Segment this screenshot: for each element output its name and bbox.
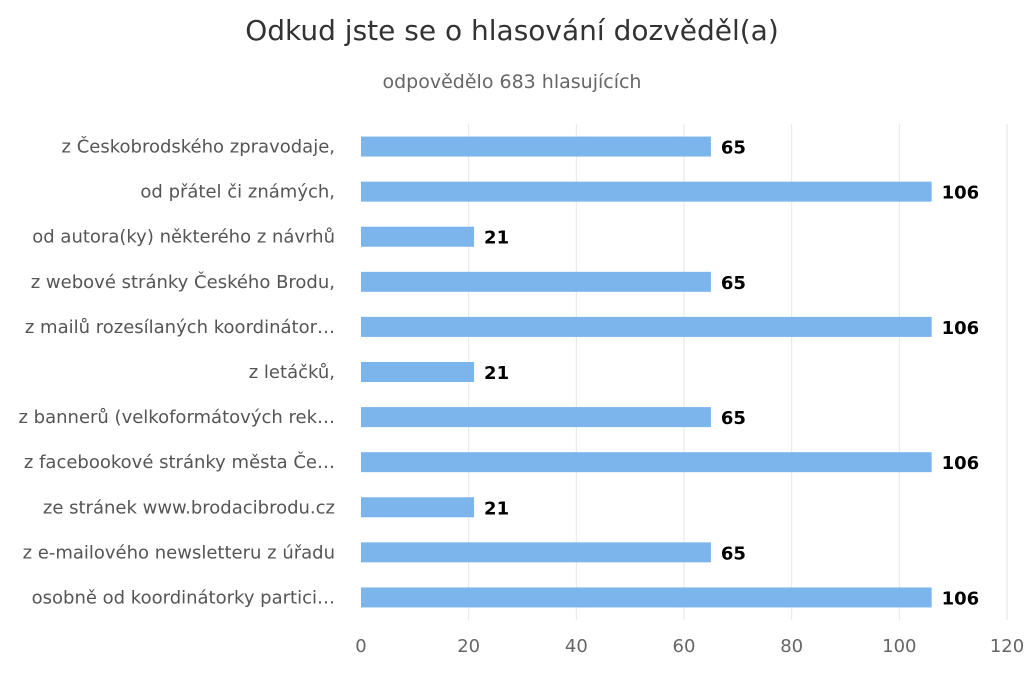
data-label: 21	[484, 498, 509, 519]
x-tick-label: 60	[673, 636, 696, 657]
bar	[361, 587, 932, 608]
data-label: 106	[942, 453, 980, 474]
chart-subtitle: odpovědělo 683 hlasujících	[383, 71, 642, 93]
x-axis: 0 20 40 60 80 100 120	[355, 636, 1024, 657]
category-label: osobně od koordinátorky partici…	[32, 587, 335, 608]
category-label: ze stránek www.brodacibrodu.cz	[43, 497, 335, 518]
x-tick-label: 80	[780, 636, 803, 657]
category-label: z e-mailového newsletteru z úřadu	[23, 542, 335, 563]
bar	[361, 452, 932, 473]
category-label: z facebookové stránky města Če…	[24, 451, 335, 473]
bar	[361, 542, 711, 563]
bar	[361, 271, 711, 292]
x-tick-label: 40	[565, 636, 588, 657]
chart-title: Odkud jste se o hlasování dozvěděl(a)	[245, 14, 779, 47]
data-label: 106	[942, 318, 980, 339]
x-tick-label: 0	[355, 636, 366, 657]
x-tick-label: 100	[882, 636, 916, 657]
bar	[361, 226, 475, 247]
category-label: od přátel či známých,	[140, 182, 335, 203]
category-labels: z Českobrodského zpravodaje, od přátel či…	[19, 136, 336, 609]
data-labels: 65 106 21 65 106 21 65 106 21 65 106	[484, 138, 979, 610]
bar	[361, 497, 475, 518]
data-label: 65	[721, 408, 746, 429]
data-label: 65	[721, 138, 746, 159]
data-label: 21	[484, 363, 509, 384]
x-tick-label: 120	[990, 636, 1024, 657]
gridlines	[468, 124, 1008, 620]
category-label: z letáčků,	[249, 362, 335, 383]
bar	[361, 136, 711, 157]
category-label: z Českobrodského zpravodaje,	[62, 136, 335, 158]
bar	[361, 316, 932, 337]
x-tick-label: 20	[457, 636, 480, 657]
bar	[361, 407, 711, 428]
data-label: 106	[942, 183, 980, 204]
data-label: 21	[484, 228, 509, 249]
category-label: z bannerů (velkoformátových rek…	[19, 407, 336, 428]
bar	[361, 181, 932, 202]
data-label: 65	[721, 543, 746, 564]
data-label: 65	[721, 273, 746, 294]
category-label: z webové stránky Českého Brodu,	[31, 271, 335, 293]
bars	[361, 136, 932, 608]
category-label: z mailů rozesílaných koordinátor…	[25, 317, 335, 338]
data-label: 106	[942, 588, 980, 609]
category-label: od autora(ky) některého z návrhů	[32, 227, 335, 248]
bar	[361, 362, 475, 382]
